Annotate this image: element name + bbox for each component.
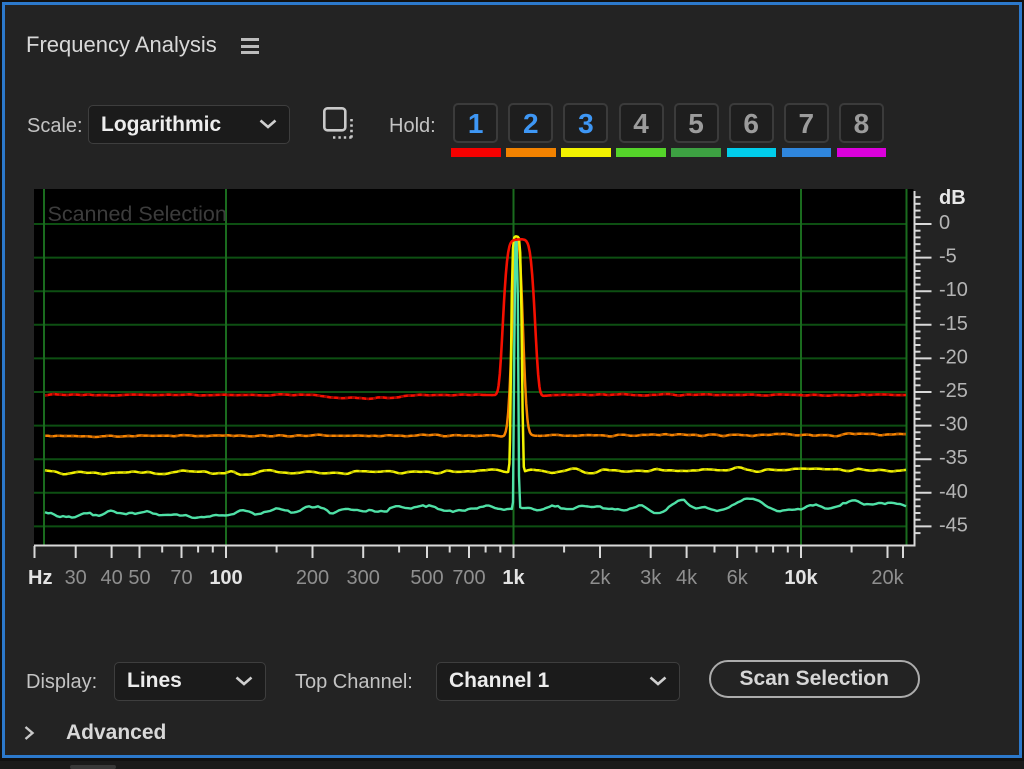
svg-text:20k: 20k [871,567,904,589]
svg-text:300: 300 [347,567,380,589]
svg-text:-35: -35 [939,447,968,469]
svg-text:-15: -15 [939,313,968,335]
svg-text:30: 30 [65,567,87,589]
svg-text:4k: 4k [676,567,698,589]
svg-text:50: 50 [128,567,150,589]
svg-text:-25: -25 [939,380,968,402]
svg-text:Hz: Hz [28,567,52,589]
svg-text:700: 700 [452,567,485,589]
svg-text:500: 500 [410,567,443,589]
svg-text:-40: -40 [939,481,968,503]
svg-text:1k: 1k [502,567,525,589]
svg-text:10k: 10k [784,567,818,589]
svg-text:70: 70 [170,567,192,589]
svg-text:Scanned Selection: Scanned Selection [48,202,227,226]
svg-text:200: 200 [296,567,329,589]
svg-text:100: 100 [209,567,242,589]
svg-text:-45: -45 [939,514,968,536]
svg-text:40: 40 [100,567,122,589]
svg-text:-30: -30 [939,414,968,436]
svg-text:6k: 6k [727,567,749,589]
svg-text:-5: -5 [939,246,957,268]
svg-text:0: 0 [939,212,950,234]
svg-text:2k: 2k [589,567,611,589]
svg-text:dB: dB [939,187,966,209]
svg-text:-20: -20 [939,346,968,368]
svg-text:3k: 3k [640,567,662,589]
svg-text:-10: -10 [939,279,968,301]
